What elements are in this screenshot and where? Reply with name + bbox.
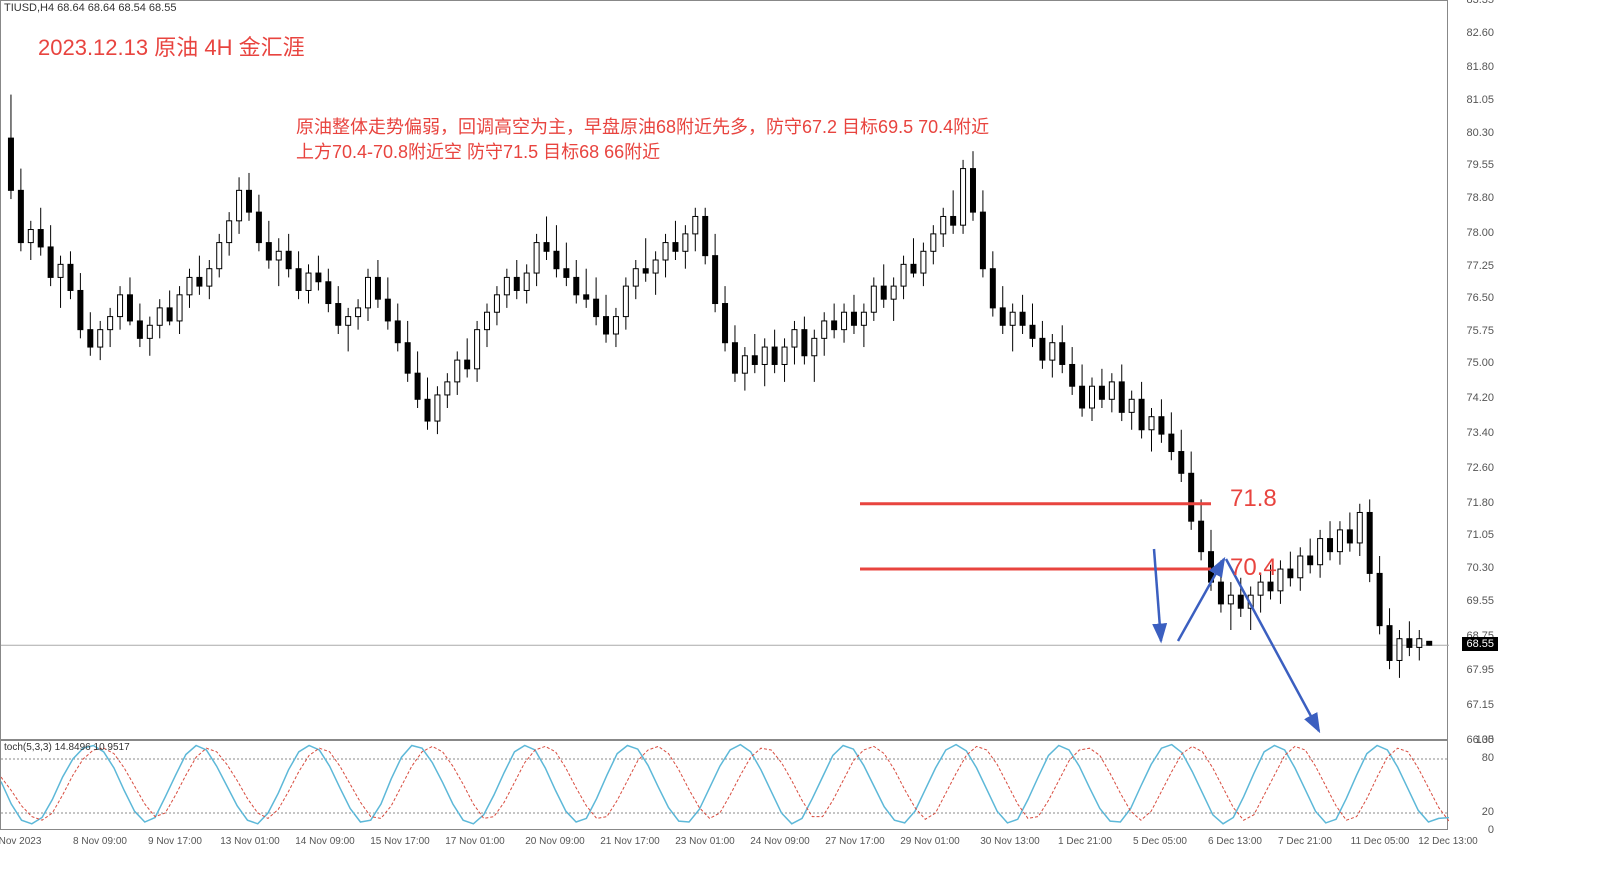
indicator-tick: 20 (1482, 806, 1494, 818)
price-axis: 83.35 82.60 81.80 81.05 80.30 79.55 78.80 78.00… (1448, 0, 1498, 740)
price-tick: 71.80 (1466, 497, 1494, 509)
price-tick: 77.25 (1466, 260, 1494, 272)
time-tick: 29 Nov 01:00 (900, 836, 960, 847)
trading-chart-container: 83.35 82.60 81.80 81.05 80.30 79.55 78.80 78.00… (0, 0, 1605, 870)
price-tick: 70.30 (1466, 562, 1494, 574)
price-tick: 67.15 (1466, 699, 1494, 711)
price-tick: 76.50 (1466, 292, 1494, 304)
stochastic-label: toch(5,3,3) 14.8496 10.9517 (4, 742, 130, 753)
price-level-label: 71.8 (1230, 485, 1277, 513)
time-tick: 14 Nov 09:00 (295, 836, 355, 847)
price-tick: 73.40 (1466, 427, 1494, 439)
price-level-label: 70.4 (1230, 554, 1277, 582)
symbol-ohlc-info: TIUSD,H4 68.64 68.64 68.54 68.55 (4, 2, 176, 14)
price-tick: 81.80 (1466, 61, 1494, 73)
time-tick: 6 Dec 13:00 (1208, 836, 1262, 847)
time-tick: 1 Dec 21:00 (1058, 836, 1112, 847)
price-chart[interactable] (0, 0, 1448, 740)
price-tick: 69.55 (1466, 595, 1494, 607)
price-tick: 83.35 (1466, 0, 1494, 6)
time-tick: 20 Nov 09:00 (525, 836, 585, 847)
price-tick: 80.30 (1466, 127, 1494, 139)
price-tick: 79.55 (1466, 159, 1494, 171)
time-tick: 7 Dec 21:00 (1278, 836, 1332, 847)
price-tick: 78.00 (1466, 227, 1494, 239)
time-tick: 15 Nov 17:00 (370, 836, 430, 847)
time-tick: 5 Dec 05:00 (1133, 836, 1187, 847)
chart-title-annotation: 2023.12.13 原油 4H 金汇涯 (38, 30, 305, 62)
price-tick: 82.60 (1466, 27, 1494, 39)
time-tick: 27 Nov 17:00 (825, 836, 885, 847)
price-tick: 78.80 (1466, 192, 1494, 204)
price-tick: 75.75 (1466, 325, 1494, 337)
indicator-tick: 100 (1476, 734, 1494, 746)
time-axis: Nov 2023 8 Nov 09:00 9 Nov 17:00 13 Nov 01:… (0, 830, 1500, 860)
price-tick: 72.60 (1466, 462, 1494, 474)
stochastic-indicator-pane[interactable] (0, 740, 1448, 830)
time-tick: 30 Nov 13:00 (980, 836, 1040, 847)
price-tick: 75.00 (1466, 357, 1494, 369)
price-tick: 71.05 (1466, 529, 1494, 541)
price-tick: 74.20 (1466, 392, 1494, 404)
price-tick: 81.05 (1466, 94, 1494, 106)
time-tick: 9 Nov 17:00 (148, 836, 202, 847)
time-tick: 11 Dec 05:00 (1351, 836, 1410, 847)
indicator-axis: 10080200 (1448, 740, 1498, 830)
time-tick: Nov 2023 (0, 836, 41, 847)
time-tick: 17 Nov 01:00 (445, 836, 505, 847)
time-tick: 13 Nov 01:00 (220, 836, 280, 847)
time-tick: 8 Nov 09:00 (73, 836, 127, 847)
chart-commentary: 原油整体走势偏弱，回调高空为主，早盘原油68附近先多，防守67.2 目标69.5… (296, 115, 989, 165)
indicator-tick: 80 (1482, 752, 1494, 764)
time-tick: 12 Dec 13:00 (1418, 836, 1478, 847)
time-tick: 23 Nov 01:00 (675, 836, 735, 847)
current-price-marker: 68.55 (1462, 637, 1498, 651)
time-tick: 24 Nov 09:00 (750, 836, 810, 847)
time-tick: 21 Nov 17:00 (600, 836, 660, 847)
price-tick: 67.95 (1466, 664, 1494, 676)
